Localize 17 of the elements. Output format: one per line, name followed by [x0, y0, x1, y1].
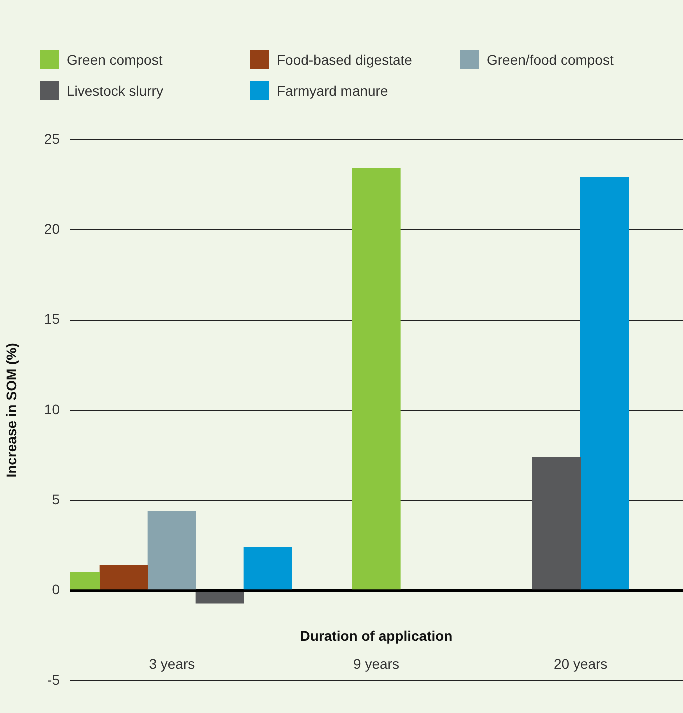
y-tick-label: 0 [52, 582, 60, 598]
y-tick-label: 20 [44, 221, 60, 238]
legend-label: Green compost [67, 52, 163, 68]
y-tick-label: 5 [52, 492, 60, 508]
y-tick-label: 15 [44, 311, 60, 328]
legend-label: Green/food compost [487, 52, 614, 68]
x-tick-label: 9 years [354, 656, 400, 672]
legend-label: Livestock slurry [67, 82, 164, 98]
legend-label: Food-based digestate [277, 52, 412, 68]
x-axis-title: Duration of application [300, 628, 453, 644]
y-tick-label: 25 [44, 130, 60, 147]
x-tick-label: 20 years [554, 656, 608, 672]
legend-label: Farmyard manure [277, 82, 388, 98]
x-tick-label: 3 years [149, 656, 196, 672]
y-tick-label: 10 [44, 401, 60, 418]
y-tick-label: -5 [48, 672, 60, 688]
y-axis-title: Increase in SOM (%) [3, 343, 20, 478]
